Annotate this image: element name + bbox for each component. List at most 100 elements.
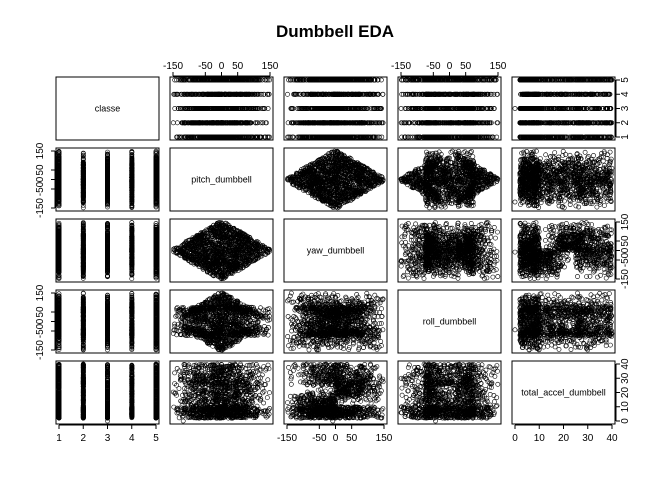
data-point <box>415 77 421 83</box>
data-point <box>210 91 215 97</box>
data-point <box>307 120 313 126</box>
data-point <box>363 91 369 97</box>
data-point <box>372 106 378 111</box>
data-point <box>371 120 376 126</box>
data-point <box>210 77 216 83</box>
data-point <box>334 91 340 97</box>
data-point <box>359 120 365 126</box>
data-point <box>194 77 200 83</box>
data-point <box>310 106 316 111</box>
data-point <box>426 77 432 83</box>
data-point <box>424 106 430 111</box>
data-point <box>240 77 245 83</box>
data-point <box>255 91 260 97</box>
data-point <box>449 106 455 111</box>
data-point <box>232 120 238 126</box>
data-point <box>309 134 315 140</box>
data-point <box>286 77 291 83</box>
data-point <box>223 134 229 140</box>
data-point <box>465 134 471 140</box>
data-point <box>424 77 430 83</box>
data-point <box>512 106 518 111</box>
data-point <box>412 120 418 126</box>
data-point <box>453 120 459 126</box>
data-point <box>371 134 376 140</box>
points <box>398 77 501 140</box>
data-point <box>230 120 235 126</box>
data-point <box>296 77 302 83</box>
data-point <box>190 134 196 140</box>
data-point <box>215 106 220 111</box>
data-point <box>408 134 413 140</box>
data-point <box>351 77 357 83</box>
data-point <box>177 106 183 111</box>
data-point <box>446 134 452 140</box>
data-point <box>176 77 182 83</box>
data-point <box>477 91 482 97</box>
data-point <box>410 106 416 111</box>
data-point <box>471 91 476 97</box>
data-point <box>482 91 487 97</box>
data-point <box>356 120 362 126</box>
data-point <box>222 106 227 111</box>
data-point <box>286 134 292 140</box>
data-point <box>464 134 470 140</box>
data-point <box>223 120 229 126</box>
data-point <box>227 106 233 111</box>
data-point <box>432 77 438 83</box>
data-point <box>362 77 368 83</box>
data-point <box>215 120 221 126</box>
data-point <box>201 134 207 140</box>
data-point <box>205 77 210 83</box>
data-point <box>316 77 322 83</box>
data-point <box>219 77 225 83</box>
data-point <box>367 91 373 97</box>
data-point <box>297 91 303 97</box>
data-point <box>416 106 422 111</box>
data-point <box>370 106 376 111</box>
data-point <box>460 106 466 111</box>
data-point <box>208 91 214 97</box>
data-point <box>182 91 187 97</box>
points <box>512 77 615 140</box>
data-point <box>215 91 221 97</box>
data-point <box>257 77 263 83</box>
data-point <box>230 106 236 111</box>
panel-classe-vs-roll_dumbbell <box>397 76 502 141</box>
data-point <box>455 106 460 111</box>
data-point <box>344 120 349 126</box>
data-point <box>237 120 243 126</box>
data-point <box>201 91 207 97</box>
data-point <box>468 77 474 83</box>
data-point <box>285 134 291 140</box>
data-point <box>314 77 320 83</box>
data-point <box>252 91 258 97</box>
data-point <box>191 77 197 83</box>
data-point <box>437 134 443 140</box>
data-point <box>398 106 404 111</box>
data-point <box>243 120 249 126</box>
data-point <box>422 91 427 97</box>
data-point <box>299 134 305 140</box>
data-point <box>199 134 205 140</box>
data-point <box>196 120 202 126</box>
data-point <box>298 77 304 83</box>
data-point <box>329 77 334 83</box>
data-point <box>467 120 473 126</box>
data-point <box>175 91 181 97</box>
data-point <box>405 77 411 83</box>
data-point <box>366 77 372 83</box>
data-point <box>467 134 473 140</box>
data-point <box>342 77 348 83</box>
data-point <box>172 106 178 111</box>
data-point <box>293 91 298 97</box>
data-point <box>415 134 421 140</box>
data-point <box>448 91 454 97</box>
data-point <box>353 106 358 111</box>
data-point <box>443 106 448 111</box>
data-point <box>335 120 340 126</box>
data-point <box>340 134 346 140</box>
data-point <box>262 134 268 140</box>
data-point <box>223 106 229 111</box>
